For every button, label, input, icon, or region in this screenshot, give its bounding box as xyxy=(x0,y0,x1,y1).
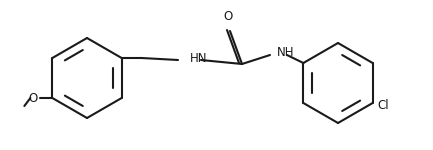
Text: O: O xyxy=(28,92,37,105)
Text: Cl: Cl xyxy=(378,99,389,111)
Text: NH: NH xyxy=(277,46,294,60)
Text: O: O xyxy=(223,10,233,23)
Text: HN: HN xyxy=(190,52,207,66)
